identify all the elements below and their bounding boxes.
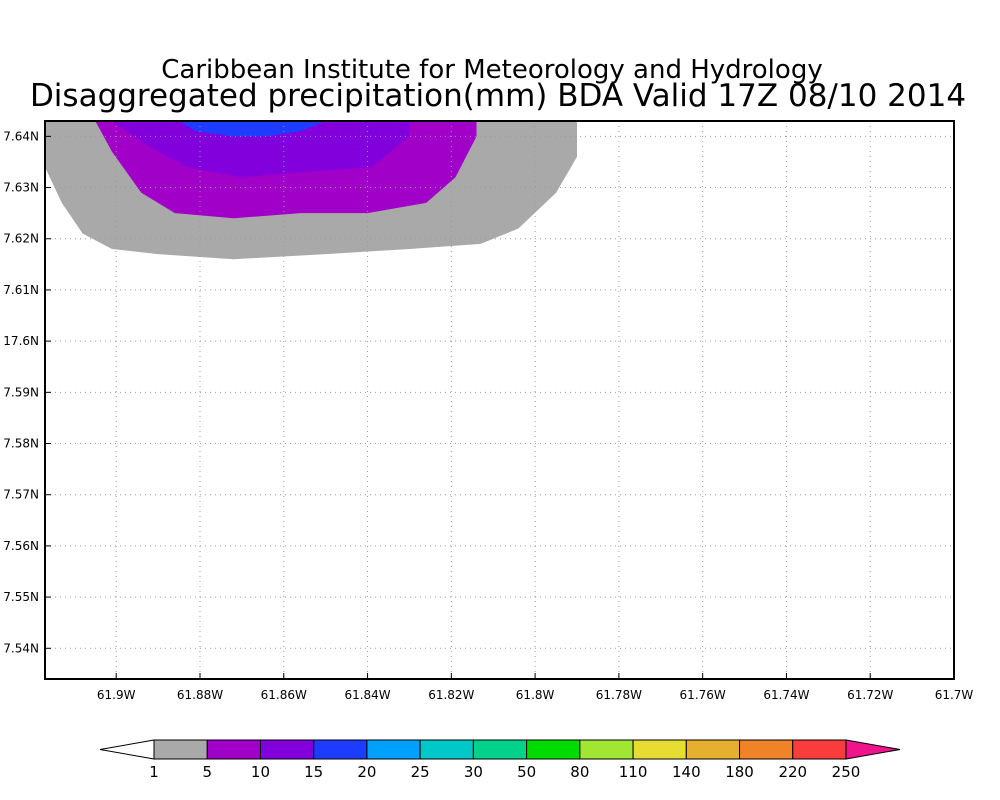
colorbar-label: 180 [725, 763, 754, 781]
colorbar-label: 220 [778, 763, 807, 781]
lon-tick-label: 61.86W [261, 688, 307, 702]
lon-tick-label: 61.84W [344, 688, 390, 702]
colorbar-bin [206, 739, 261, 760]
map-frame [44, 120, 955, 680]
lat-tick-label: 7.54N [3, 641, 39, 655]
contour-fill-10-15 [112, 121, 410, 178]
colorbar-bin [419, 739, 474, 760]
colorbar-legend: 1 5 10 15 20 25 30 50 80 110 140 180 220 250 [99, 739, 901, 781]
colorbar-bin [472, 739, 528, 760]
colorbar-bin [739, 739, 794, 760]
lat-tick-label: 7.55N [3, 590, 39, 604]
colorbar-bin [153, 739, 208, 760]
colorbar-bin [579, 739, 634, 760]
colorbar-label: 110 [619, 763, 648, 781]
colorbar-under-arrow [99, 739, 155, 760]
lat-tick-label: 7.59N [3, 385, 39, 399]
colorbar-label: 20 [357, 763, 376, 781]
lon-tick-label: 61.78W [596, 688, 642, 702]
colorbar-bin [259, 739, 315, 760]
lon-tick-label: 61.72W [847, 688, 893, 702]
map-plot-area [44, 120, 955, 680]
colorbar-label: 5 [202, 763, 212, 781]
lon-tick-label: 61.9W [97, 688, 136, 702]
colorbar-bin [366, 739, 421, 760]
lat-tick-label: 7.57N [3, 488, 39, 502]
lon-tick-label: 61.74W [763, 688, 809, 702]
lon-tick-label: 61.76W [680, 688, 726, 702]
colorbar-over-arrow [845, 739, 901, 760]
map-title: Disaggregated precipitation(mm) BDA Vali… [30, 78, 966, 114]
colorbar-label: 80 [570, 763, 589, 781]
lon-tick-label: 61.88W [177, 688, 223, 702]
colorbar-label: 10 [251, 763, 270, 781]
colorbar-label: 25 [411, 763, 430, 781]
lon-tick-label: 61.82W [428, 688, 474, 702]
colorbar-bin [685, 739, 741, 760]
lat-tick-label: 17.6N [3, 334, 39, 348]
colorbar-label: 15 [304, 763, 323, 781]
lon-tick-label: 61.7W [935, 688, 974, 702]
colorbar-bin [632, 739, 687, 760]
lat-tick-label: 7.64N [3, 129, 39, 143]
lat-tick-label: 7.58N [3, 437, 39, 451]
lat-tick-label: 7.62N [3, 232, 39, 246]
colorbar-label: 140 [672, 763, 701, 781]
lat-tick-label: 7.56N [3, 539, 39, 553]
lat-tick-label: 7.63N [3, 181, 39, 195]
colorbar-label: 250 [832, 763, 861, 781]
latitude-tick-labels: 7.64N 7.63N 7.62N 7.61N 17.6N 7.59N 7.58N 7.57N… [3, 129, 39, 655]
organization-title: Caribbean Institute for Meteorology and … [161, 55, 822, 85]
colorbar-label: 1 [149, 763, 159, 781]
colorbar-bin [313, 739, 368, 760]
colorbar-label: 30 [464, 763, 483, 781]
lat-tick-label: 7.61N [3, 283, 39, 297]
colorbar-bin [792, 739, 847, 760]
contour-fill-15-20 [179, 121, 326, 137]
lon-tick-label: 61.8W [516, 688, 555, 702]
precipitation-contours [45, 121, 577, 260]
colorbar-label: 50 [517, 763, 536, 781]
colorbar-bin [526, 739, 581, 760]
longitude-tick-labels: 61.9W 61.88W 61.86W 61.84W 61.82W 61.8W 61.78W… [97, 688, 974, 702]
